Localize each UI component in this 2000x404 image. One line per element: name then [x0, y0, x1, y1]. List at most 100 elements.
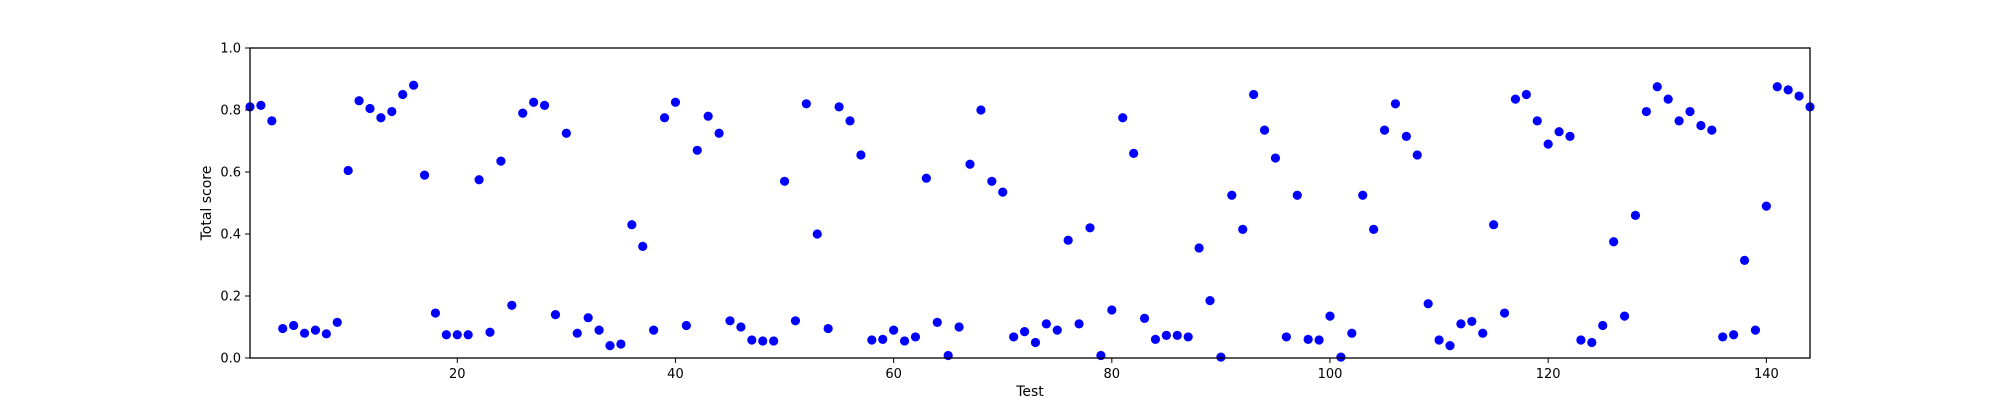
y-tick-label: 0.8 [220, 104, 241, 119]
data-point [1259, 125, 1270, 135]
x-axis-label: Test [1015, 384, 1044, 400]
data-point [1118, 113, 1128, 123]
data-point [594, 325, 604, 335]
data-point [1663, 94, 1673, 104]
data-point [376, 113, 386, 123]
data-point [1303, 334, 1313, 344]
data-point [1685, 106, 1695, 117]
data-point [703, 111, 713, 121]
data-point [834, 102, 844, 112]
data-point [1249, 89, 1259, 100]
x-tick-label: 60 [885, 367, 902, 382]
data-point [1107, 305, 1117, 315]
data-point [692, 145, 702, 155]
data-point [1139, 313, 1150, 323]
data-point [1074, 319, 1084, 329]
data-point [1063, 235, 1073, 245]
data-point [1674, 116, 1684, 126]
data-point [1347, 328, 1357, 338]
data-point [1314, 335, 1324, 345]
data-point [1652, 82, 1662, 92]
data-point [1270, 153, 1281, 163]
data-point [1150, 334, 1161, 344]
data-point [1325, 311, 1335, 321]
data-point [747, 335, 757, 345]
data-point [605, 341, 615, 351]
data-points [245, 80, 1815, 362]
y-axis-label: Total score [199, 166, 215, 242]
data-point [1783, 85, 1793, 95]
data-point [1358, 190, 1368, 200]
data-point [1565, 131, 1575, 141]
data-point [1052, 325, 1062, 335]
data-point [343, 165, 353, 176]
data-point [1129, 148, 1139, 158]
data-point [1478, 328, 1488, 338]
data-point [310, 325, 321, 335]
data-point [725, 316, 735, 326]
data-point [1161, 330, 1171, 340]
data-point [1489, 220, 1499, 230]
x-tick-label: 120 [1536, 367, 1561, 382]
data-point [452, 330, 462, 340]
data-point [1194, 243, 1204, 253]
data-point [1227, 190, 1237, 200]
data-point [485, 327, 495, 337]
data-point [736, 322, 746, 332]
data-point [1630, 210, 1641, 220]
data-point [267, 116, 277, 126]
data-point [921, 173, 931, 183]
data-point [910, 332, 921, 342]
data-point [932, 317, 942, 327]
data-point [1510, 94, 1521, 104]
data-point [583, 313, 593, 323]
data-point [1172, 330, 1182, 340]
data-point [1641, 106, 1651, 117]
y-axis-ticks: 0.0 0.2 0.4 0.6 0.8 1.0 [220, 42, 250, 367]
data-point [387, 106, 397, 117]
data-point [889, 325, 899, 335]
data-point [714, 128, 724, 138]
y-tick-label: 0.0 [220, 352, 241, 367]
data-point [419, 170, 430, 180]
data-point [518, 108, 528, 118]
data-point [1729, 330, 1739, 340]
data-point [278, 323, 288, 334]
data-point [256, 100, 266, 110]
data-point [954, 322, 964, 332]
data-point [1467, 316, 1477, 327]
data-point [1761, 201, 1771, 211]
data-point [1750, 325, 1761, 335]
data-point [507, 300, 517, 310]
data-point [1030, 337, 1041, 348]
data-point [365, 103, 375, 114]
data-point [681, 320, 691, 331]
data-point [867, 335, 877, 345]
data-point [354, 96, 364, 106]
x-tick-label: 100 [1318, 367, 1343, 382]
data-point [965, 159, 975, 169]
data-point [1216, 352, 1226, 362]
data-point [779, 176, 790, 186]
data-point [659, 113, 670, 123]
x-tick-label: 20 [449, 367, 466, 382]
data-point [1434, 335, 1444, 345]
data-point [649, 325, 659, 335]
data-point [758, 336, 768, 346]
data-point [409, 80, 419, 90]
data-point [1423, 299, 1433, 309]
data-point [321, 329, 331, 339]
data-point [1238, 224, 1248, 234]
data-point [1183, 332, 1193, 342]
data-point [561, 128, 571, 138]
y-tick-label: 0.6 [220, 166, 241, 181]
data-point [398, 89, 408, 100]
data-point [1619, 311, 1630, 321]
data-point [1019, 327, 1030, 337]
data-point [856, 150, 866, 160]
data-point [823, 323, 833, 334]
data-point [1412, 150, 1422, 160]
data-point [572, 328, 582, 338]
data-point [332, 317, 342, 327]
